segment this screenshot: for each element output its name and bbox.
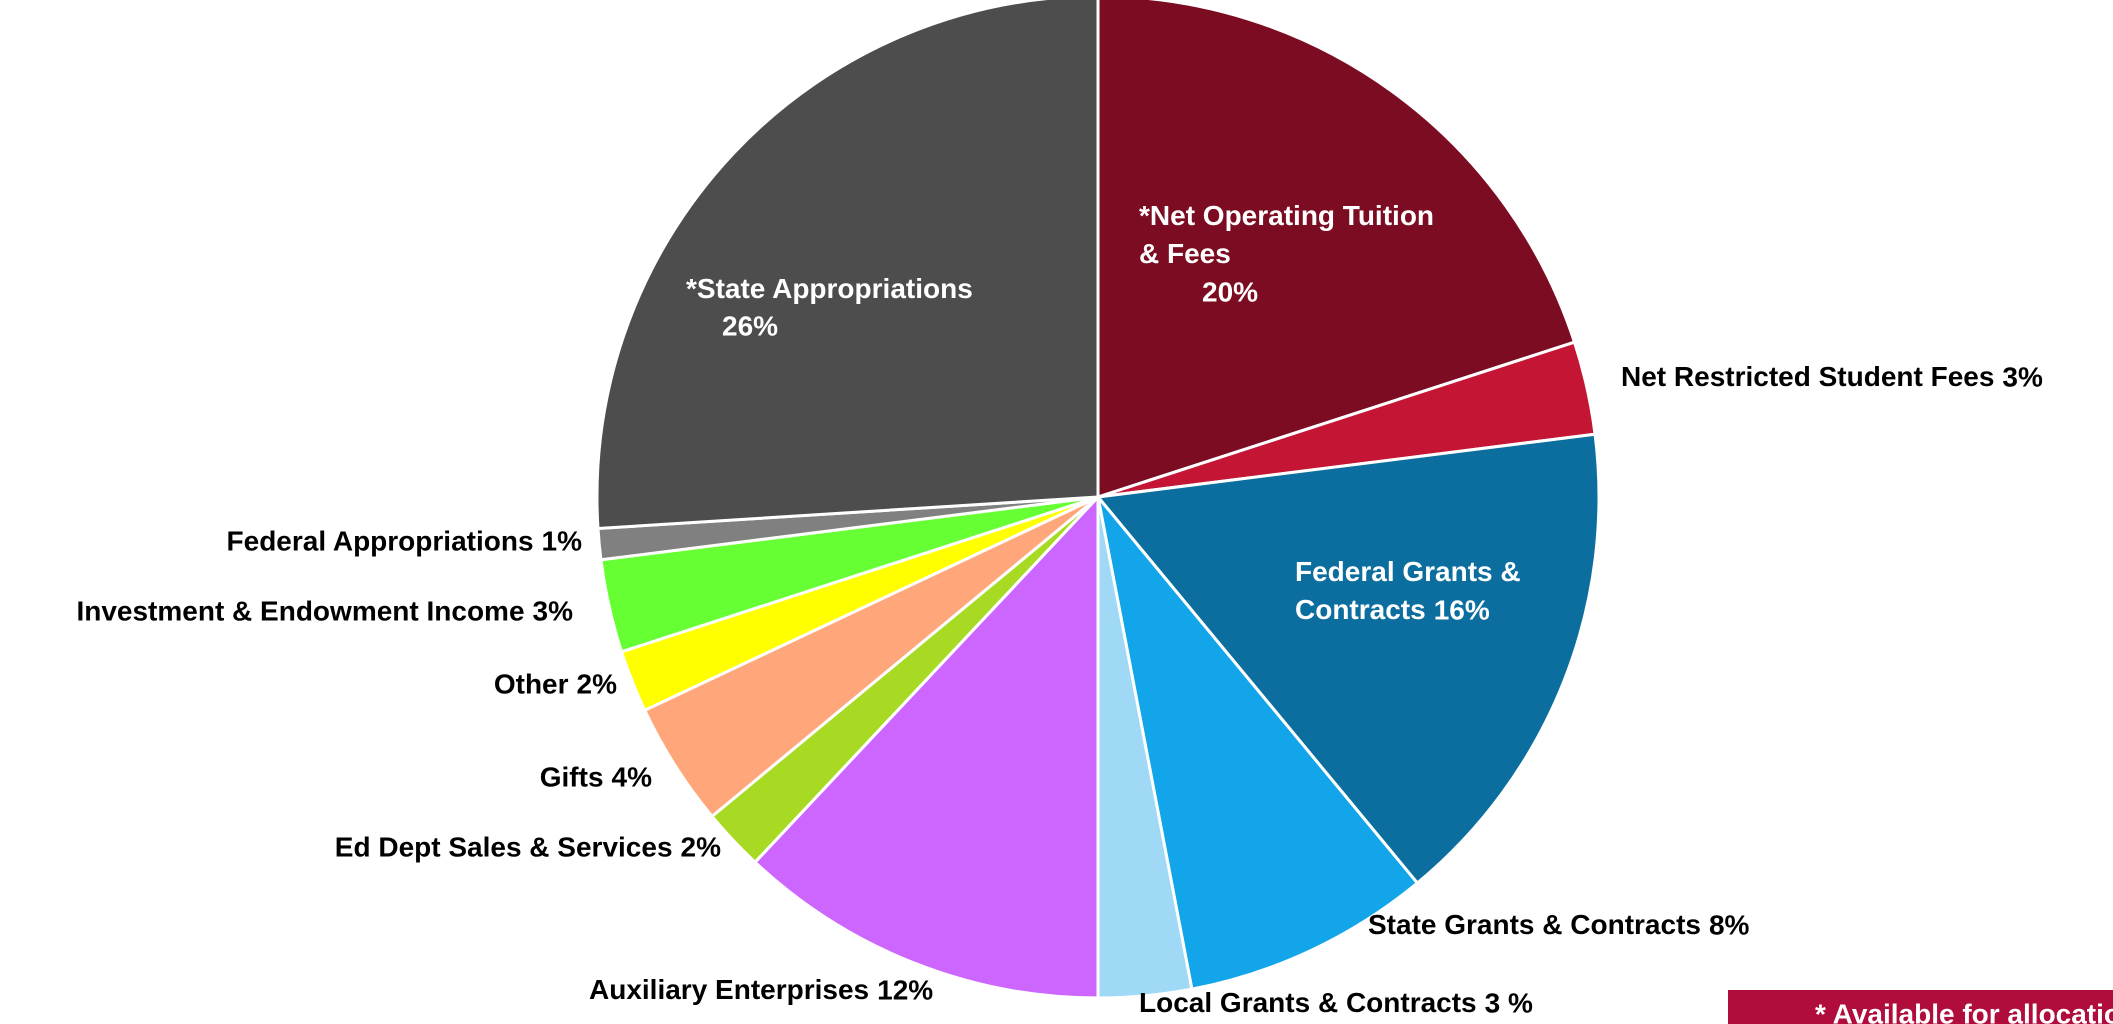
value-label: 4% — [612, 761, 653, 792]
value-label: 3 % — [1485, 987, 1533, 1018]
slice — [1096, 496, 1420, 991]
slice-label: Investment & Endowment Income — [76, 595, 524, 626]
slice-label: *Net Operating Tuition & Fees — [1139, 200, 1442, 269]
value-label: 8% — [1709, 909, 1750, 940]
slice — [1095, 432, 1601, 886]
slice-label: Federal Grants & Contracts — [1295, 556, 1528, 625]
slice-label: Federal Appropriations — [227, 525, 534, 556]
slice-label: Other — [494, 668, 569, 699]
value-label: 3% — [533, 595, 574, 626]
slice — [595, 0, 1100, 531]
value-label: 12% — [877, 974, 933, 1005]
value-label: 1% — [542, 525, 583, 556]
slice-label: Ed Dept Sales & Services — [335, 831, 673, 862]
note-box — [1728, 990, 2113, 1024]
slice-label: Net Restricted Student Fees — [1621, 361, 1994, 392]
value-label: 2% — [577, 668, 618, 699]
labels: *Net Operating Tuition & Fees 20% Net Rest… — [76, 200, 2043, 1018]
value-label: 26% — [722, 310, 778, 341]
value-label: 2% — [681, 831, 722, 862]
slice-label: Gifts — [540, 761, 604, 792]
note: * Available for allocation — [1815, 998, 2113, 1024]
value-label: 16% — [1434, 594, 1490, 625]
value-label: 20% — [1202, 276, 1258, 307]
slice-label: *State Appropriations — [686, 273, 973, 304]
slice — [1096, 0, 1577, 500]
pie — [595, 0, 1601, 1000]
value-label: 3% — [2002, 361, 2043, 392]
slice-label: State Grants & Contracts — [1368, 909, 1701, 940]
slice-label: Auxiliary Enterprises — [589, 974, 869, 1005]
slice-label: Local Grants & Contracts — [1139, 987, 1477, 1018]
slice — [752, 493, 1100, 1000]
